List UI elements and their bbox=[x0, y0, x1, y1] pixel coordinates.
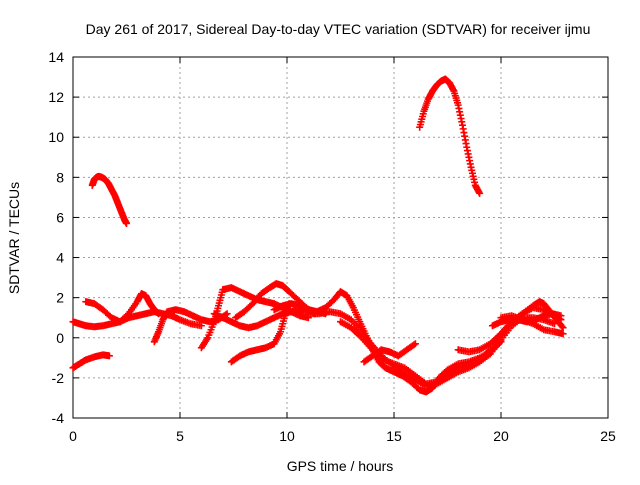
data-point bbox=[559, 330, 567, 338]
y-tick-label: 12 bbox=[48, 89, 64, 105]
y-tick-label: -4 bbox=[52, 410, 65, 426]
labels: Day 261 of 2017, Sidereal Day-to-day VTE… bbox=[6, 21, 590, 474]
grid bbox=[73, 57, 608, 418]
y-tick-label: 6 bbox=[56, 209, 64, 225]
data-point bbox=[558, 322, 566, 330]
series-arc-l bbox=[454, 298, 567, 356]
series-arc-b bbox=[69, 351, 113, 372]
y-tick-label: 10 bbox=[48, 129, 64, 145]
y-tick-label: 4 bbox=[56, 250, 64, 266]
data-point bbox=[411, 340, 419, 348]
data-point bbox=[123, 219, 130, 227]
series-arc-c bbox=[82, 290, 163, 326]
data-point bbox=[197, 322, 205, 330]
data-point bbox=[105, 352, 113, 360]
x-tick-label: 5 bbox=[176, 428, 184, 444]
data-point bbox=[476, 189, 484, 197]
x-tick-label: 25 bbox=[600, 428, 616, 444]
axes: 0 5 10 15 20 25 -4 -2 0 2 4 6 8 10 12 14 bbox=[48, 49, 616, 444]
data-point bbox=[155, 310, 163, 318]
x-tick-label: 15 bbox=[386, 428, 402, 444]
y-tick-label: -2 bbox=[52, 370, 65, 386]
y-tick-label: 2 bbox=[56, 290, 64, 306]
x-tick-label: 10 bbox=[279, 428, 295, 444]
y-axis-label: SDTVAR / TECUs bbox=[6, 182, 22, 294]
plot-frame bbox=[72, 56, 609, 419]
data-point bbox=[557, 312, 565, 320]
series-arc-high-right bbox=[416, 75, 484, 197]
series-arc-n bbox=[488, 310, 565, 330]
series-arc-high-left bbox=[88, 172, 130, 227]
y-tick-label: 0 bbox=[56, 330, 64, 346]
data-point bbox=[559, 324, 567, 332]
data-point bbox=[223, 310, 231, 318]
data-point bbox=[410, 341, 418, 349]
x-axis-label: GPS time / hours bbox=[287, 458, 394, 474]
y-tick-label: 14 bbox=[48, 49, 64, 65]
series-arc-o bbox=[360, 340, 419, 366]
x-tick-label: 20 bbox=[493, 428, 509, 444]
chart-title: Day 261 of 2017, Sidereal Day-to-day VTE… bbox=[86, 21, 591, 37]
y-tick-label: 8 bbox=[56, 169, 64, 185]
x-tick-label: 0 bbox=[69, 428, 77, 444]
data-layer bbox=[69, 75, 567, 396]
